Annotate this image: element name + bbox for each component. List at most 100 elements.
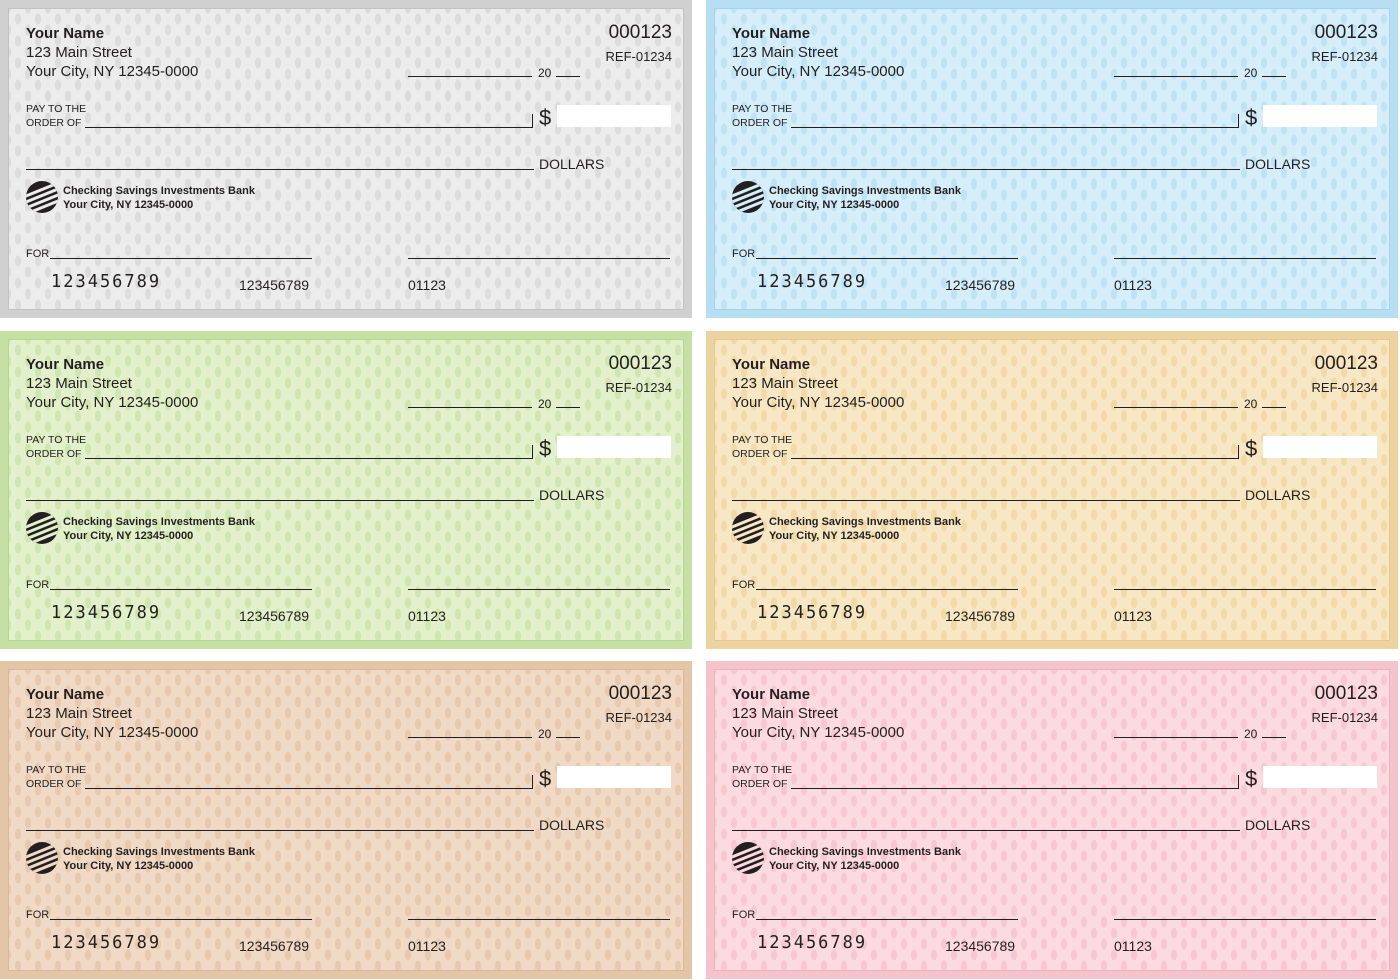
address-line-1: 123 Main Street — [26, 44, 132, 61]
date-year-line[interactable] — [556, 76, 580, 77]
written-amount-line[interactable] — [732, 169, 1240, 170]
signature-line[interactable] — [408, 258, 670, 259]
pay-to-label-line-2: ORDER OF — [732, 778, 788, 790]
date-line[interactable] — [1114, 737, 1238, 738]
micr-check-number: 01123 — [1114, 277, 1152, 293]
written-amount-line[interactable] — [26, 500, 534, 501]
micr-check-number: 01123 — [408, 938, 446, 954]
micr-routing-number: 123456789 — [757, 932, 868, 954]
dollars-label: DOLLARS — [539, 487, 605, 503]
memo-line[interactable] — [756, 258, 1018, 259]
pay-to-label-line-2: ORDER OF — [26, 448, 82, 460]
check-tan: Your Name 123 Main Street Your City, NY … — [0, 661, 692, 979]
pay-to-label-line-2: ORDER OF — [26, 778, 82, 790]
payee-line[interactable] — [791, 127, 1239, 128]
micr-account-number: 123456789 — [239, 277, 310, 293]
amount-box[interactable] — [557, 105, 671, 127]
payee-line-end-mark — [532, 775, 533, 788]
payee-line[interactable] — [85, 788, 533, 789]
check-number: 000123 — [608, 683, 672, 704]
dollars-label: DOLLARS — [1245, 487, 1311, 503]
dollar-sign: $ — [1245, 766, 1258, 791]
pay-to-label-line-1: PAY TO THE — [26, 103, 87, 115]
address-line-1: 123 Main Street — [26, 375, 132, 392]
signature-line[interactable] — [408, 589, 670, 590]
bank-address: Your City, NY 12345-0000 — [63, 199, 194, 211]
account-holder-name: Your Name — [26, 686, 105, 703]
address-line-1: 123 Main Street — [732, 44, 838, 61]
payee-line[interactable] — [85, 127, 533, 128]
micr-account-number: 123456789 — [945, 608, 1016, 624]
pay-to-label-line-1: PAY TO THE — [732, 103, 793, 115]
amount-box[interactable] — [557, 766, 671, 788]
check-number: 000123 — [1314, 22, 1378, 43]
amount-box[interactable] — [557, 436, 671, 458]
written-amount-line[interactable] — [732, 830, 1240, 831]
memo-line[interactable] — [756, 589, 1018, 590]
bank-name: Checking Savings Investments Bank — [769, 846, 961, 858]
amount-box[interactable] — [1263, 105, 1377, 127]
memo-label: FOR — [26, 579, 50, 591]
bank-name: Checking Savings Investments Bank — [63, 846, 255, 858]
micr-check-number: 01123 — [1114, 608, 1152, 624]
date-line[interactable] — [408, 76, 532, 77]
written-amount-line[interactable] — [26, 169, 534, 170]
micr-account-number: 123456789 — [239, 608, 310, 624]
memo-line[interactable] — [756, 919, 1018, 920]
bank-name: Checking Savings Investments Bank — [63, 516, 255, 528]
bank-address: Your City, NY 12345-0000 — [63, 530, 194, 542]
date-line[interactable] — [1114, 407, 1238, 408]
memo-line[interactable] — [50, 589, 312, 590]
payee-line[interactable] — [85, 458, 533, 459]
account-holder-name: Your Name — [732, 686, 811, 703]
signature-line[interactable] — [1114, 589, 1376, 590]
bank-address: Your City, NY 12345-0000 — [769, 530, 900, 542]
bank-logo-icon — [26, 181, 58, 213]
dollars-label: DOLLARS — [539, 817, 605, 833]
memo-label: FOR — [732, 909, 756, 921]
date-year-line[interactable] — [1262, 407, 1286, 408]
memo-label: FOR — [732, 248, 756, 260]
bank-logo-icon — [732, 842, 764, 874]
address-line-2: Your City, NY 12345-0000 — [732, 63, 905, 80]
memo-line[interactable] — [50, 258, 312, 259]
check-pink: Your Name 123 Main Street Your City, NY … — [706, 661, 1398, 979]
date-year-line[interactable] — [556, 407, 580, 408]
signature-line[interactable] — [1114, 919, 1376, 920]
date-line[interactable] — [408, 737, 532, 738]
check-number: 000123 — [608, 22, 672, 43]
date-year-prefix: 20 — [1244, 397, 1258, 411]
micr-check-number: 01123 — [1114, 938, 1152, 954]
dollar-sign: $ — [539, 105, 552, 130]
bank-logo-icon — [26, 842, 58, 874]
bank-address: Your City, NY 12345-0000 — [63, 860, 194, 872]
amount-box[interactable] — [1263, 436, 1377, 458]
date-year-line[interactable] — [556, 737, 580, 738]
amount-box[interactable] — [1263, 766, 1377, 788]
bank-name: Checking Savings Investments Bank — [769, 516, 961, 528]
memo-label: FOR — [26, 909, 50, 921]
payee-line[interactable] — [791, 458, 1239, 459]
dollar-sign: $ — [539, 766, 552, 791]
date-line[interactable] — [408, 407, 532, 408]
signature-line[interactable] — [1114, 258, 1376, 259]
memo-line[interactable] — [50, 919, 312, 920]
reference-number: REF-01234 — [605, 710, 672, 725]
date-year-line[interactable] — [1262, 76, 1286, 77]
account-holder-name: Your Name — [732, 25, 811, 42]
check-gray: Your Name 123 Main Street Your City, NY … — [0, 0, 692, 318]
written-amount-line[interactable] — [26, 830, 534, 831]
date-year-line[interactable] — [1262, 737, 1286, 738]
check-number: 000123 — [1314, 353, 1378, 374]
bank-address: Your City, NY 12345-0000 — [769, 199, 900, 211]
written-amount-line[interactable] — [732, 500, 1240, 501]
micr-check-number: 01123 — [408, 608, 446, 624]
date-year-prefix: 20 — [538, 727, 552, 741]
payee-line[interactable] — [791, 788, 1239, 789]
date-line[interactable] — [1114, 76, 1238, 77]
address-line-1: 123 Main Street — [732, 375, 838, 392]
dollar-sign: $ — [1245, 105, 1258, 130]
signature-line[interactable] — [408, 919, 670, 920]
dollars-label: DOLLARS — [1245, 817, 1311, 833]
